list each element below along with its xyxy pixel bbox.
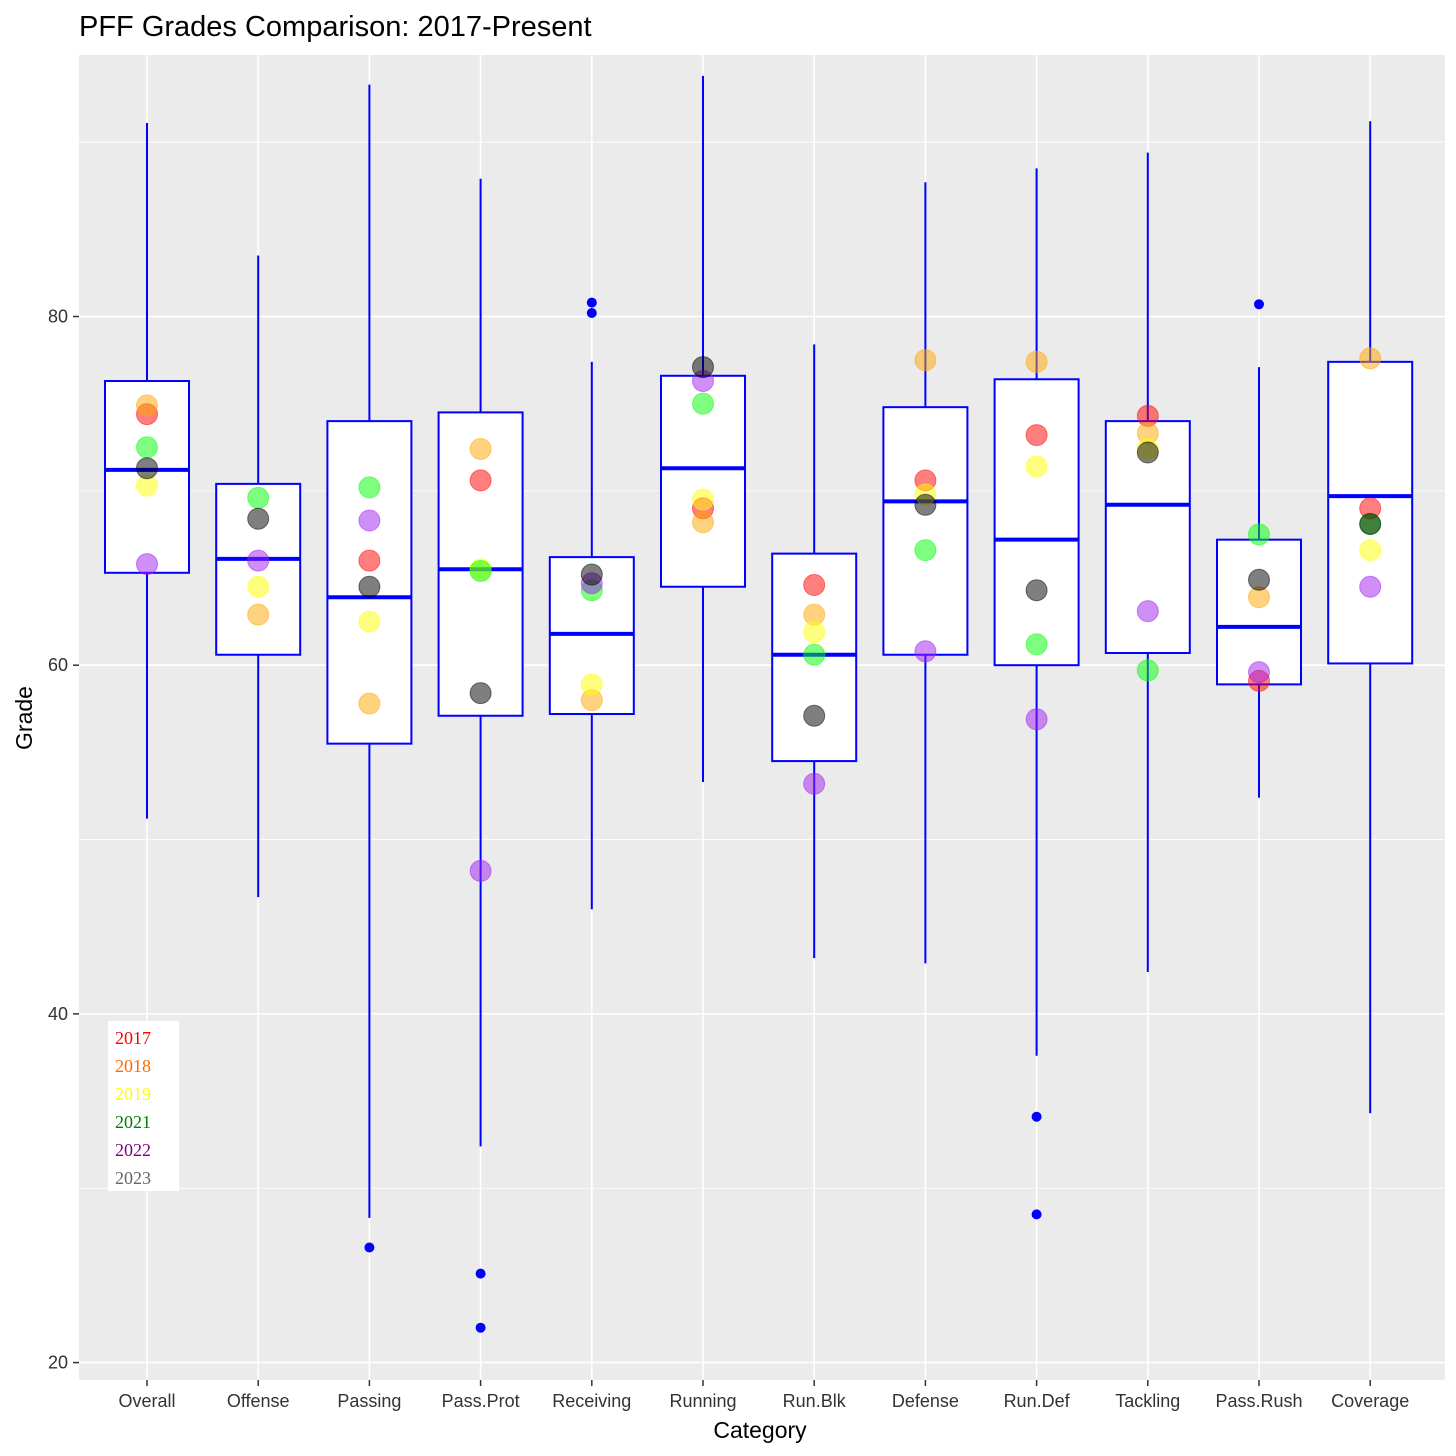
point-2023 bbox=[358, 575, 381, 598]
x-tick-label: Pass.Prot bbox=[442, 1391, 520, 1411]
x-tick-label: Running bbox=[669, 1391, 736, 1411]
chart-title: PFF Grades Comparison: 2017-Present bbox=[79, 11, 592, 43]
x-tick-label: Tackling bbox=[1115, 1391, 1180, 1411]
legend-entry-2019: 2019 bbox=[115, 1084, 151, 1104]
outlier-point bbox=[1031, 1209, 1042, 1220]
x-tick-label: Run.Blk bbox=[783, 1391, 847, 1411]
point-2021 bbox=[247, 486, 270, 509]
point-2019 bbox=[358, 610, 381, 633]
point-2022 bbox=[803, 772, 826, 795]
point-2023 bbox=[692, 356, 714, 379]
series-2023 bbox=[136, 356, 1382, 727]
point-2023 bbox=[136, 457, 158, 480]
point-2022 bbox=[1136, 600, 1159, 623]
point-2018 bbox=[1359, 347, 1382, 370]
point-2022 bbox=[469, 859, 492, 882]
point-2023 bbox=[914, 493, 937, 516]
y-axis: 20 40 60 80 bbox=[48, 307, 79, 1373]
y-tick-label: 60 bbox=[48, 655, 68, 675]
point-2023 bbox=[803, 704, 826, 727]
point-2023 bbox=[247, 507, 270, 530]
point-2019 bbox=[692, 488, 714, 511]
x-tick-label: Receiving bbox=[552, 1391, 631, 1411]
x-tick-label: Defense bbox=[892, 1391, 959, 1411]
point-2017 bbox=[358, 549, 381, 572]
point-2019 bbox=[247, 575, 270, 598]
point-2023 bbox=[1248, 568, 1270, 591]
point-2023 bbox=[1025, 579, 1048, 602]
legend-entry-2018: 2018 bbox=[115, 1056, 151, 1076]
boxplot-defense bbox=[882, 182, 969, 964]
point-2017 bbox=[1025, 424, 1048, 447]
point-2018 bbox=[358, 692, 381, 715]
legend-box bbox=[108, 1021, 179, 1191]
outlier-point bbox=[1031, 1111, 1042, 1122]
y-axis-label: Grade bbox=[11, 686, 37, 750]
x-tick-label: Overall bbox=[118, 1391, 175, 1411]
point-2021 bbox=[469, 560, 492, 583]
legend-entry-2022: 2022 bbox=[115, 1140, 151, 1160]
point-2022 bbox=[1248, 661, 1270, 684]
point-2021 bbox=[136, 436, 158, 459]
legend-entry-2023: 2023 bbox=[115, 1168, 151, 1188]
point-2019 bbox=[803, 621, 826, 644]
point-2017 bbox=[469, 469, 492, 492]
x-tick-label: Run.Def bbox=[1004, 1391, 1071, 1411]
x-tick-label: Pass.Rush bbox=[1215, 1391, 1302, 1411]
point-2021 bbox=[358, 476, 381, 499]
outlier-point bbox=[475, 1322, 486, 1333]
boxplot-pass-rush bbox=[1216, 299, 1302, 798]
point-2022 bbox=[136, 553, 158, 576]
outlier-point bbox=[586, 297, 597, 308]
point-2022 bbox=[358, 509, 381, 532]
point-2018 bbox=[247, 603, 270, 626]
point-2023 bbox=[1359, 512, 1382, 535]
box bbox=[882, 406, 969, 656]
outlier-point bbox=[586, 308, 597, 319]
point-2017 bbox=[803, 574, 826, 596]
point-2021 bbox=[1248, 523, 1270, 546]
legend: 2017 2018 2019 2021 2022 2023 bbox=[108, 1021, 179, 1191]
point-2018 bbox=[1025, 350, 1048, 373]
point-2018 bbox=[692, 511, 714, 534]
point-2022 bbox=[914, 640, 937, 663]
legend-entry-2021: 2021 bbox=[115, 1112, 151, 1132]
point-2023 bbox=[580, 563, 603, 586]
point-2018 bbox=[914, 349, 937, 372]
box bbox=[993, 378, 1080, 667]
x-tick-label: Offense bbox=[227, 1391, 290, 1411]
outlier-point bbox=[475, 1268, 486, 1279]
x-tick-label: Passing bbox=[337, 1391, 401, 1411]
point-2019 bbox=[1025, 455, 1048, 478]
point-2018 bbox=[136, 394, 158, 417]
point-2021 bbox=[1136, 659, 1159, 682]
point-2021 bbox=[1025, 633, 1048, 656]
point-2021 bbox=[692, 392, 714, 415]
outlier-point bbox=[364, 1242, 375, 1253]
legend-entry-2017: 2017 bbox=[115, 1028, 151, 1048]
x-tick-label: Coverage bbox=[1331, 1391, 1409, 1411]
point-2018 bbox=[469, 438, 492, 461]
point-2022 bbox=[1025, 708, 1048, 731]
point-2019 bbox=[580, 673, 603, 696]
point-2023 bbox=[1136, 441, 1159, 464]
y-tick-label: 80 bbox=[48, 307, 68, 327]
series-2018 bbox=[136, 347, 1382, 715]
y-tick-label: 40 bbox=[48, 1004, 68, 1024]
point-2019 bbox=[1359, 539, 1382, 562]
outlier-point bbox=[1254, 299, 1264, 310]
y-tick-label: 20 bbox=[48, 1353, 68, 1373]
boxplots bbox=[104, 75, 1414, 1333]
x-axis: Overall Offense Passing Pass.Prot Receiving R… bbox=[118, 1380, 1409, 1411]
point-2023 bbox=[469, 682, 492, 705]
x-axis-label: Category bbox=[713, 1417, 807, 1443]
data-points bbox=[136, 347, 1382, 882]
point-2022 bbox=[1359, 575, 1382, 598]
point-2022 bbox=[247, 549, 270, 572]
plot-panel bbox=[79, 55, 1445, 1380]
point-2021 bbox=[803, 643, 826, 666]
point-2021 bbox=[914, 539, 937, 562]
